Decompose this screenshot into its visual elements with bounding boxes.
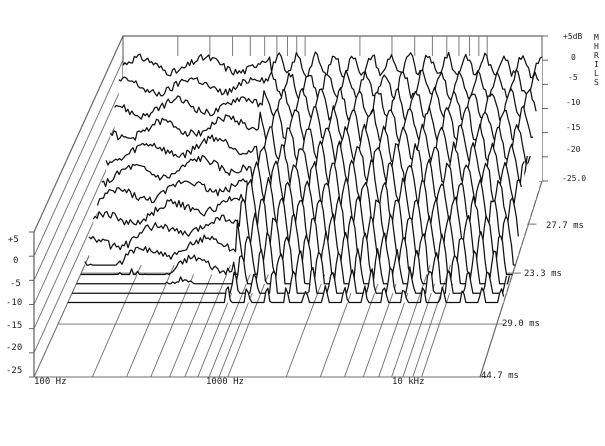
side-wall-db-line [33, 84, 124, 281]
side-wall-db-line [33, 35, 124, 233]
front-db-labels: +5 0 -5 -10 -15 -20 -25 [6, 235, 22, 376]
decay-slices [67, 51, 543, 304]
front-db-label: -5 [10, 279, 21, 289]
decay-slice [122, 51, 543, 79]
time-label: 23.3 ms [524, 269, 562, 279]
decay-slice [109, 105, 534, 144]
back-db-label: -25.0 [562, 174, 586, 183]
front-db-label: -15 [6, 321, 22, 331]
front-db-label: -25 [6, 366, 22, 376]
time-label: 44.7 ms [481, 371, 519, 381]
decay-slice [67, 285, 505, 304]
vertical-label-letter: I [594, 60, 599, 69]
freq-label: 1000 Hz [206, 377, 244, 387]
time-labels: 27.7 ms 23.3 ms 29.0 ms 44.7 ms [481, 221, 584, 381]
vertical-label-letter: S [594, 78, 599, 87]
vertical-label-letter: M [594, 33, 599, 42]
side-wall-db-line [33, 59, 124, 257]
back-db-labels: +5dB 0 -5 -10 -15 -20 -25.0 [562, 32, 586, 183]
frequency-labels: 100 Hz 1000 Hz 10 kHz [34, 377, 425, 387]
front-db-label: -10 [6, 298, 22, 308]
back-db-label: -5 [568, 73, 578, 82]
decay-slice [96, 158, 525, 211]
back-db-label: -10 [566, 98, 581, 107]
back-db-label: 0 [571, 53, 576, 62]
back-db-label: -15 [566, 123, 581, 132]
freq-label: 10 kHz [392, 377, 425, 387]
decay-slice [118, 68, 540, 101]
back-db-label: +5dB [563, 32, 582, 41]
vertical-label-letter: H [594, 42, 599, 51]
decay-slice [72, 266, 508, 294]
time-label: 27.7 ms [546, 221, 584, 231]
freq-label: 100 Hz [34, 377, 67, 387]
vertical-label-letter: L [594, 69, 599, 78]
side-wall-db-line [33, 108, 124, 305]
front-db-label: +5 [8, 235, 19, 245]
front-db-label: -20 [6, 343, 22, 353]
floor-freq-line [479, 180, 543, 378]
slice-mask [67, 285, 504, 303]
slice-mask [80, 231, 513, 275]
front-db-label: 0 [13, 256, 18, 266]
time-label: 29.0 ms [502, 319, 540, 329]
slice-mask [84, 213, 516, 266]
vertical-label-letter: R [594, 51, 599, 60]
back-db-label: -20 [566, 145, 581, 154]
